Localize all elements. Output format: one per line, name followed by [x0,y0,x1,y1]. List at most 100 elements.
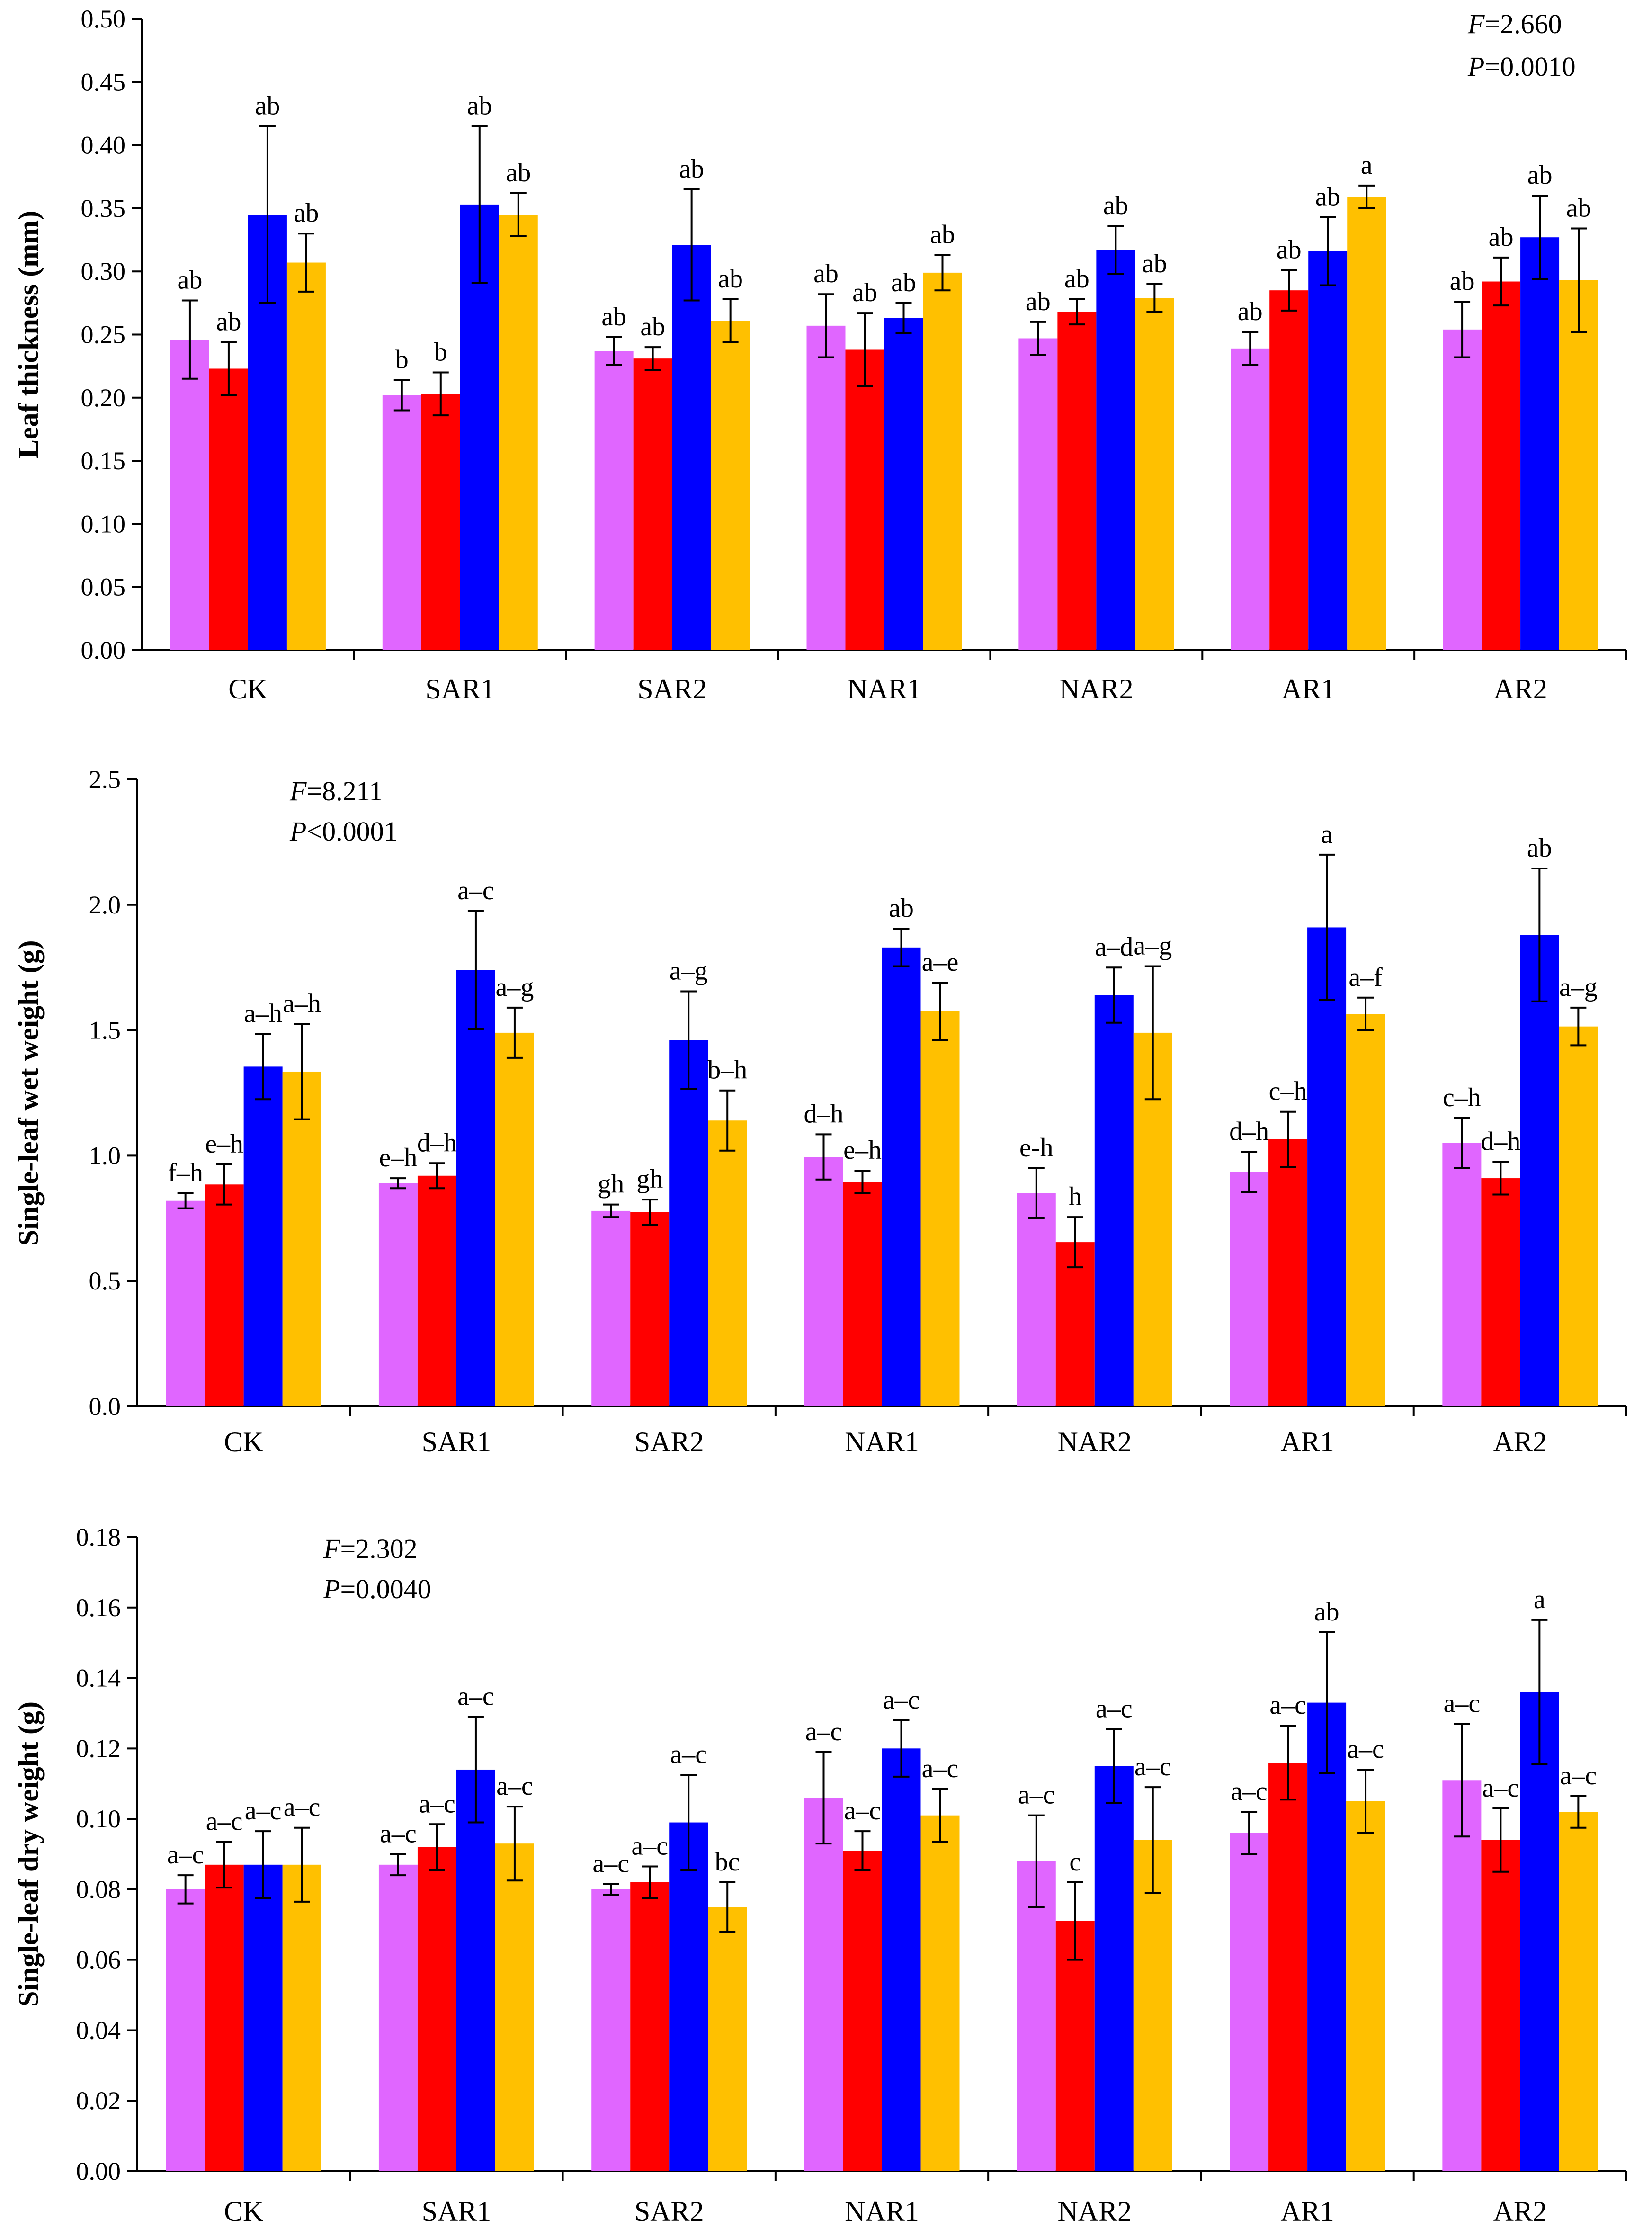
bar-nar1-series-3 [882,947,921,1406]
f-statistic: F=2.302 [323,1533,418,1564]
significance-label: a–g [495,973,534,1002]
bar-ar2-series-4 [1559,280,1598,650]
significance-label: ab [177,266,202,295]
significance-label: a–c [1096,1694,1133,1723]
bar-nar2-series-2 [1057,312,1097,650]
y-tick-label: 0.0 [89,1392,121,1421]
significance-label: b [395,345,409,374]
bar-ar1-series-2 [1269,290,1309,650]
significance-label: a–h [283,989,321,1018]
bar-nar1-series-2 [845,349,884,650]
y-tick-label: 0.50 [81,5,126,33]
bar-sar1-series-4 [499,215,538,651]
significance-label: a–c [206,1807,243,1836]
y-tick-label: 0.5 [89,1267,121,1295]
significance-label: ab [1277,235,1302,265]
bar-ar2-series-1 [1442,1143,1482,1406]
significance-label: a–c [284,1793,321,1822]
bar-ck-series-4 [286,262,326,650]
bar-sar1-series-4 [495,1843,534,2171]
y-tick-label: 0.25 [81,321,126,349]
category-label: CK [224,1426,263,1458]
bar-sar1-series-2 [417,1175,456,1406]
category-label: NAR1 [847,673,921,705]
bar-nar2-series-4 [1133,1840,1172,2171]
bar-nar2-series-3 [1094,1766,1134,2171]
chart-panel-1: 0.00 0.05 0.10 0.15 0.20 0.25 0.30 0.35 0.40 0.45… [13,5,1627,705]
significance-label: a–c [922,1754,959,1783]
y-tick-label: 2.0 [89,891,121,919]
significance-label: a–c [631,1832,668,1861]
category-label: NAR2 [1057,1426,1132,1458]
significance-label: ab [506,158,531,188]
bar-ck-series-2 [205,1184,244,1406]
significance-label: a–c [592,1849,629,1879]
p-value: P=0.0040 [323,1574,431,1604]
bar-sar1-series-2 [417,1847,456,2171]
significance-label: ab [1142,249,1167,278]
bar-sar1-series-4 [495,1032,534,1406]
significance-label: ab [679,154,704,184]
bar-ar2-series-1 [1442,1780,1482,2171]
bar-sar2-series-3 [669,1040,708,1406]
bar-ar1-series-3 [1308,251,1348,650]
category-label: SAR2 [637,673,707,705]
significance-label: ab [1064,264,1089,294]
bar-sar1-series-2 [421,394,460,650]
bar-ar1-series-1 [1230,1172,1269,1406]
category-label: NAR1 [845,2196,919,2227]
category-label: CK [224,2196,263,2227]
bar-ck-series-1 [166,1889,205,2171]
significance-label: a–c [1347,1735,1384,1764]
significance-label: ab [216,307,241,336]
bar-sar1-series-1 [378,1864,418,2171]
significance-label: a [1321,820,1333,849]
category-label: SAR2 [634,2196,704,2227]
bar-nar1-series-3 [884,318,923,650]
significance-label: a [1361,151,1373,180]
significance-label: ab [601,302,626,331]
bar-sar2-series-1 [591,1889,631,2171]
bar-ar1-series-1 [1230,1833,1269,2171]
significance-label: a–c [457,876,494,905]
significance-label: b–h [707,1056,747,1085]
bar-ar1-series-3 [1307,1702,1347,2171]
bar-sar2-series-1 [591,1210,631,1406]
significance-label: d–h [1481,1127,1520,1156]
significance-label: e-h [1019,1133,1054,1163]
bar-nar2-series-4 [1135,298,1174,650]
bar-sar1-series-1 [382,395,421,650]
significance-label: ab [640,312,665,341]
y-tick-label: 0.12 [76,1734,121,1763]
significance-label: d–h [804,1099,844,1128]
y-tick-label: 0.04 [76,2016,121,2044]
significance-label: a–c [1269,1691,1306,1720]
significance-label: a–c [1018,1781,1055,1810]
bar-ar1-series-2 [1268,1763,1308,2171]
bar-sar2-series-3 [672,245,711,650]
significance-label: a–c [419,1789,455,1818]
category-label: SAR2 [634,1426,704,1458]
category-label: AR1 [1280,2196,1334,2227]
bar-ar2-series-3 [1520,1692,1559,2171]
bar-sar2-series-3 [669,1822,708,2171]
significance-label: ab [1527,161,1553,190]
bar-ar2-series-3 [1520,935,1559,1406]
significance-label: ab [294,198,319,228]
y-tick-label: 1.5 [89,1016,121,1045]
significance-label: a–c [1560,1761,1597,1790]
bar-ck-series-4 [282,1864,321,2171]
bar-ar1-series-2 [1268,1139,1308,1406]
bar-ar1-series-4 [1347,197,1386,650]
category-label: AR2 [1493,2196,1547,2227]
bar-sar2-series-2 [630,1212,670,1406]
significance-label: a–c [883,1685,920,1715]
bar-sar1-series-1 [378,1183,418,1406]
bar-ar2-series-2 [1482,281,1521,650]
bar-sar2-series-2 [630,1882,670,2171]
significance-label: a–d [1095,932,1133,962]
bar-nar1-series-1 [804,1157,843,1406]
category-label: NAR2 [1059,673,1134,705]
significance-label: ab [1315,182,1340,212]
bar-ar2-series-1 [1443,329,1482,650]
